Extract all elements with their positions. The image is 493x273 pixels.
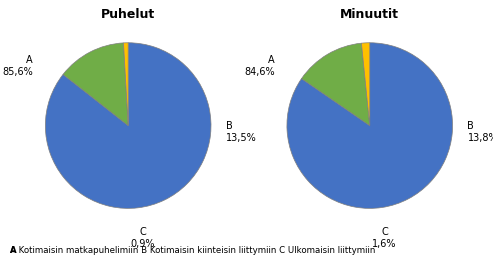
Wedge shape [124, 43, 128, 126]
Wedge shape [63, 43, 128, 126]
Text: A
84,6%: A 84,6% [244, 55, 275, 77]
Wedge shape [361, 43, 370, 126]
Text: A: A [10, 246, 16, 255]
Wedge shape [302, 43, 370, 126]
Wedge shape [287, 43, 453, 208]
Title: Puhelut: Puhelut [101, 8, 155, 21]
Text: A Kotimaisin matkapuhelimiin B Kotimaisin kiinteisin liittymiin C Ulkomaisin lii: A Kotimaisin matkapuhelimiin B Kotimaisi… [10, 246, 375, 255]
Wedge shape [45, 43, 211, 208]
Text: B
13,5%: B 13,5% [226, 121, 257, 143]
Text: B
13,8%: B 13,8% [467, 121, 493, 143]
Title: Minuutit: Minuutit [340, 8, 399, 21]
Text: C
0,9%: C 0,9% [131, 227, 155, 249]
Text: C
1,6%: C 1,6% [372, 227, 397, 249]
Text: A
85,6%: A 85,6% [2, 55, 33, 77]
